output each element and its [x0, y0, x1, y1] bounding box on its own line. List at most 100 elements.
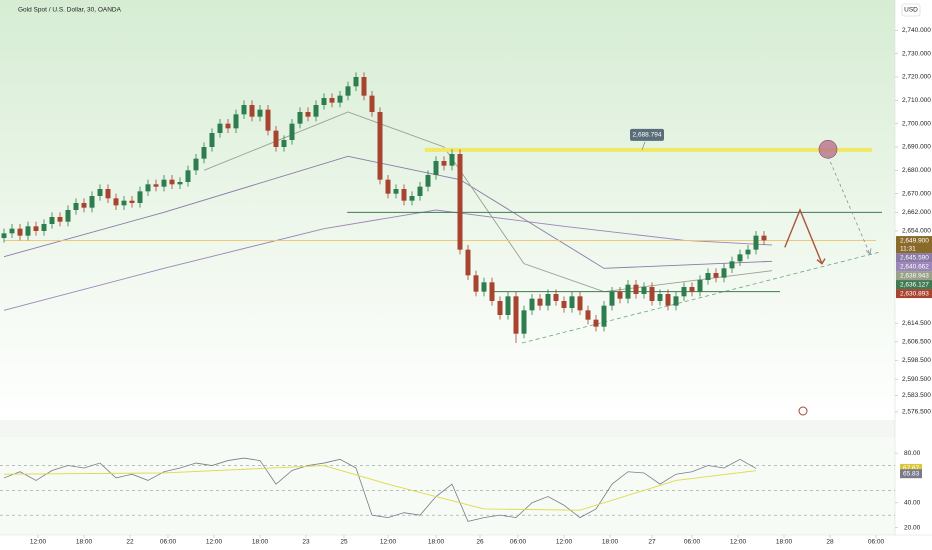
rsi-line	[3, 457, 757, 522]
candle-body	[537, 298, 543, 306]
candle-body	[553, 294, 559, 301]
candle-body	[449, 154, 455, 166]
candle-body	[137, 191, 143, 203]
candle-body	[601, 305, 607, 327]
x-tick-label: 18:00	[76, 539, 93, 546]
candle-body	[297, 112, 303, 124]
candle-body	[129, 200, 135, 203]
chart-title: Gold Spot / U.S. Dollar, 30, OANDA	[18, 7, 122, 14]
y-tick-label: 2,598.500	[902, 357, 931, 364]
candle-body	[41, 224, 47, 231]
indicator-badge	[900, 463, 922, 473]
arrow-head	[865, 248, 872, 256]
candle-body	[513, 296, 519, 334]
candle-body	[105, 189, 111, 199]
y-tick-label: 2,740.000	[902, 27, 931, 34]
candle-body	[321, 98, 327, 105]
candle-body	[497, 301, 503, 315]
candle-body	[385, 179, 391, 194]
candle-body	[713, 273, 719, 278]
y-tick-label: 2,700.000	[902, 120, 931, 127]
candle-body	[641, 287, 647, 294]
candle-body	[697, 280, 703, 292]
price-badge	[896, 236, 932, 254]
target-marker	[818, 140, 838, 159]
y-tick-label: 2,614.500	[902, 320, 931, 327]
candle-body	[633, 284, 639, 294]
candle-body	[649, 287, 655, 301]
indicator-pane	[0, 437, 895, 535]
x-tick-label: 06:00	[868, 539, 885, 546]
x-tick-label: 12:00	[206, 539, 223, 546]
indicator-badge-label: 65.83	[903, 470, 920, 477]
candle-body	[545, 294, 551, 306]
candle-body	[617, 291, 623, 299]
moving-average	[3, 155, 773, 269]
candle-body	[529, 298, 535, 311]
candle-body	[289, 123, 295, 140]
candle-body	[425, 175, 431, 187]
candle-body	[153, 184, 159, 187]
price-badge-label: 2,640.662	[900, 263, 929, 270]
candle-body	[305, 112, 311, 117]
candle-body	[81, 203, 87, 208]
candle-body	[257, 109, 263, 117]
candle-body	[9, 228, 15, 234]
moving-average	[203, 111, 773, 293]
candle-body	[97, 189, 103, 196]
candle-body	[681, 287, 687, 297]
x-tick-label: 18:00	[776, 539, 793, 546]
candle-body	[737, 254, 743, 262]
y-tick-label: 2,576.500	[902, 409, 931, 416]
price-badge	[896, 280, 932, 290]
price-badge-label: 2,645.590	[900, 254, 929, 261]
annotation-pointer	[641, 141, 646, 150]
candle-body	[273, 130, 279, 147]
x-tick-label: 27	[648, 539, 656, 546]
x-tick-label: 28	[826, 539, 834, 546]
candle-body	[17, 228, 23, 236]
candle-body	[593, 319, 599, 327]
candle-body	[745, 249, 751, 255]
y-tick-label: 2,590.500	[902, 376, 931, 383]
candle-body	[561, 301, 567, 308]
price-badge-label: 2,636.127	[900, 281, 929, 288]
candle-body	[33, 226, 39, 231]
candle-body	[377, 112, 383, 180]
candle-body	[329, 98, 335, 103]
y-tick-label: 2,720.000	[902, 74, 931, 81]
y-tick-label: 2,662.000	[902, 209, 931, 216]
pane-separator	[0, 420, 895, 437]
candle-body	[57, 217, 63, 222]
price-badge	[896, 253, 932, 263]
candle-body	[753, 235, 759, 250]
price-badge	[896, 271, 932, 281]
x-tick-label: 18:00	[602, 539, 619, 546]
candle-body	[265, 109, 271, 131]
x-tick-label: 25	[340, 539, 348, 546]
projection-path	[784, 208, 823, 264]
candle-body	[409, 196, 415, 201]
candle-body	[481, 282, 487, 292]
candle-body	[625, 284, 631, 299]
candle-body	[337, 95, 343, 103]
candle-body	[705, 273, 711, 280]
candle-body	[585, 310, 591, 320]
y-tick-label: 2,606.500	[902, 339, 931, 346]
x-tick-label: 06:00	[160, 539, 177, 546]
candle-body	[121, 200, 127, 206]
candle-body	[569, 296, 575, 308]
candle-body	[217, 123, 223, 133]
price-pane	[0, 0, 895, 420]
candle-body	[729, 261, 735, 269]
candle-body	[89, 196, 95, 208]
candle-body	[177, 182, 183, 185]
x-tick-label: 22	[126, 539, 134, 546]
candle-body	[233, 114, 239, 129]
price-badge-label: 2,638.943	[900, 272, 929, 279]
y-tick-label: 2,583.500	[902, 392, 931, 399]
trendline	[521, 251, 881, 344]
y-tick-label: 40.00	[904, 499, 921, 506]
candle-body	[457, 154, 463, 250]
